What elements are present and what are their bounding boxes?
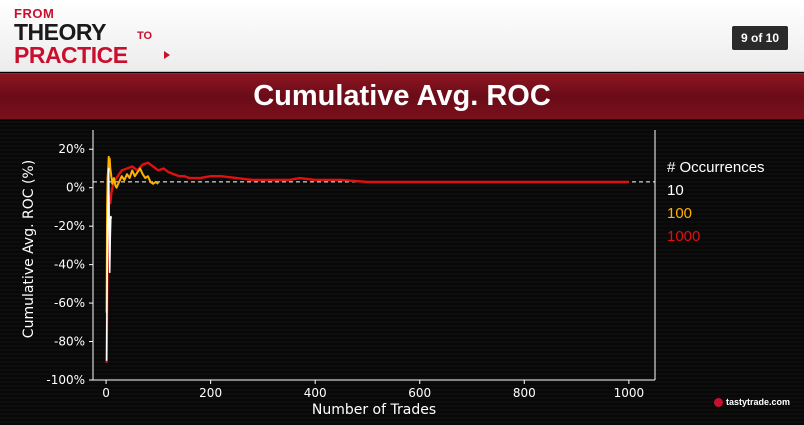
chart-area [0, 121, 804, 425]
chart-title: Cumulative Avg. ROC [253, 80, 551, 112]
tastytrade-brand: tastytrade.com [714, 397, 790, 407]
x-tick-label: 0 [102, 386, 110, 400]
x-tick-label: 200 [199, 386, 222, 400]
series-line-10 [105, 167, 113, 361]
brand-label: tastytrade.com [726, 397, 791, 407]
from-theory-to-practice-logo: FROM THEORY TO PRACTICE [12, 4, 212, 68]
x-tick-label: 400 [304, 386, 327, 400]
legend-title: # Occurrences [667, 159, 765, 176]
y-tick-label: -40% [54, 258, 85, 272]
logo-practice: PRACTICE [14, 42, 128, 68]
page-indicator: 9 of 10 [732, 26, 788, 50]
logo-theory: THEORY [14, 19, 107, 45]
legend: # Occurrences 10 100 1000 [667, 156, 765, 248]
x-tick-label: 800 [513, 386, 536, 400]
y-tick-label: 0% [66, 181, 85, 195]
y-tick-label: -80% [54, 335, 85, 349]
legend-entry-10: 10 [667, 182, 684, 199]
x-tick-label: 1000 [614, 386, 645, 400]
y-tick-label: 20% [58, 142, 85, 156]
y-axis-label: Cumulative Avg. ROC (%) [21, 160, 37, 338]
logo-to: TO [137, 30, 153, 42]
legend-entry-100: 100 [667, 205, 693, 222]
title-band: Cumulative Avg. ROC [0, 73, 804, 120]
header-bar: FROM THEORY TO PRACTICE 9 of 10 [0, 0, 804, 72]
x-axis-label: Number of Trades [312, 402, 436, 418]
series-line-100 [105, 155, 159, 313]
y-tick-label: -100% [46, 373, 85, 387]
y-tick-label: -60% [54, 296, 85, 310]
play-arrow-icon [164, 51, 170, 59]
logo-from: FROM [14, 6, 55, 21]
legend-entry-1000: 1000 [667, 228, 701, 245]
x-tick-label: 600 [408, 386, 431, 400]
series-line-1000 [105, 161, 629, 363]
cherry-icon [714, 397, 723, 407]
y-tick-label: -20% [54, 219, 85, 233]
